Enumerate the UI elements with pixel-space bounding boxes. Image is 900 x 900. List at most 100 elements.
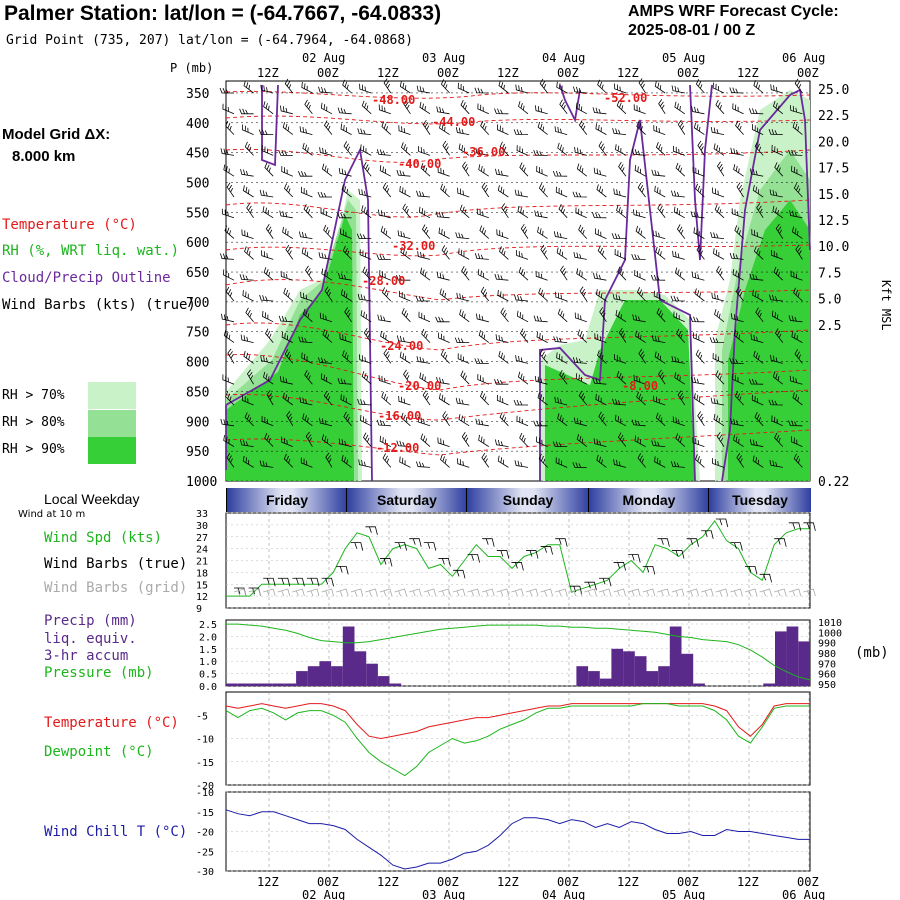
wind-barb [734,391,744,406]
wind-barb-stroke [241,229,254,239]
wind-barb [363,161,372,177]
wind-barb [671,85,685,94]
bottom-hour-label: 12Z [617,875,639,889]
wind-barb [337,378,352,385]
wind-barb-stroke [223,330,235,343]
wind-barb-stroke [360,310,372,323]
wind-barb [259,294,274,302]
wind-barb [323,390,333,406]
wind-barb-stroke [771,310,783,323]
wind-barb-stroke [751,124,764,135]
wind-barb [264,433,274,447]
wind-barb-stroke [415,295,430,302]
wind-barb-stroke [655,412,666,427]
wind-barb-stroke [714,309,725,323]
wind-barb [319,417,333,427]
wind-barb [246,203,254,219]
wind-barb [534,105,548,115]
wind-barb-true [540,546,553,555]
wind-barb [614,414,627,427]
wind-barb-true [453,569,466,579]
pressure-tick-label: 950 [818,680,836,691]
wind-barb-stroke [225,286,235,302]
wind-barb-stroke [361,371,372,385]
wind-barb-stroke [635,225,646,239]
wind-barb [538,453,548,468]
wind-barb [638,78,646,94]
bottom-hour-label: 12Z [377,875,399,889]
wind-barb [378,209,391,219]
wind-barb-stroke [733,329,744,343]
wind-barb [301,352,313,364]
wind-barb [559,369,568,385]
precip-label-3: 3-hr accum [44,648,128,664]
wind-barb [653,125,666,135]
wind-barb [789,105,803,115]
wind-barb [573,251,587,260]
wind-barb [262,206,274,219]
wind-barb [323,224,333,239]
wind-barb-stroke [596,184,607,198]
wind-barb-true [467,554,480,563]
wind-barb [340,289,352,302]
wind-barb [735,286,744,302]
precip-bar [296,671,308,686]
wind-barb [302,413,313,427]
wind-barb-stroke [730,147,744,156]
wind-barb [240,334,254,343]
wind-barb-stroke [675,433,686,447]
wind-barb-stroke [516,145,529,156]
wind-barb-grid [336,588,349,597]
wind-barb [773,100,784,115]
wind-barb [298,336,313,343]
wind-barb-stroke [358,459,372,468]
wind-barb [300,186,313,198]
wind-barb-stroke [303,204,313,219]
wind-barb [396,440,411,447]
wind-barb-stroke [417,416,431,427]
wind-barb [223,330,235,343]
wind-barb [435,316,450,323]
wind-barb [533,315,548,323]
wind-barb-stroke [710,397,725,406]
wind-barb-stroke [612,293,627,302]
wind-barb-stroke [420,162,431,177]
wind-barb-stroke [771,144,783,156]
wind-barb-stroke [325,452,333,468]
wind-barb-grid [759,588,772,597]
wind-barb-true [526,550,539,559]
pressure-tick-label: 1000 [818,628,842,639]
wind-barb-true [599,577,612,587]
wind-barb [343,411,352,427]
wind-barb [789,210,803,219]
wind-barb [499,412,509,427]
wind-barb [245,307,254,323]
local-weekday-label: Local Weekday [44,491,140,507]
wind-barb-stroke [558,203,568,219]
wind-barb-stroke [321,268,333,281]
wind-barb [422,390,431,406]
wind-barb-stroke [712,187,725,198]
wind-barb [772,205,784,219]
wind-barb [322,329,333,343]
wind-barb-stroke [305,265,313,281]
wind-barb [263,101,274,115]
wind-barb-stroke [636,391,646,406]
wind-barb-stroke [280,105,293,115]
wind-barb-stroke [226,452,235,468]
wind-barb-stroke [793,453,803,468]
wind-barb-stroke [631,254,646,260]
wind-barb-stroke [752,289,764,302]
pressure-tick-label: 1010 [818,618,842,629]
wind-barb-stroke [577,329,588,343]
wind-barb-stroke [438,332,450,343]
wind-barb [321,268,333,281]
temperature-contour [225,115,811,125]
wind-barb [417,251,431,260]
wind-barb-stroke [320,102,333,115]
wind-barb-stroke [224,225,235,239]
wind-barb-stroke [457,353,470,364]
wind-barb-grid [744,588,758,597]
wind-barb [753,350,764,364]
day-label: Saturday [377,492,437,508]
